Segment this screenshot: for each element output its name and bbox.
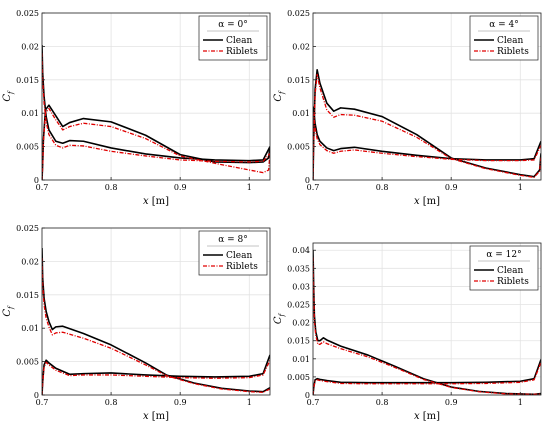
legend-label-clean: Clean <box>226 251 252 261</box>
legend-box <box>469 245 539 291</box>
y-tick-label: 0.025 <box>16 224 39 233</box>
panel-4: 0.7 0.8 0.9 1 0 0.005 0.01 0.015 0.02 0.025 0.03 0.… <box>273 242 542 422</box>
legend-label-clean: Clean <box>226 36 252 46</box>
y-tick-label: 0.02 <box>21 42 39 51</box>
x-tick-label: 1 <box>518 183 523 192</box>
y-tick-label: 0.01 <box>21 324 39 333</box>
y-tick-label: 0.01 <box>292 109 310 118</box>
y-tick-label: 0 <box>305 176 310 185</box>
axes-frame <box>312 12 542 181</box>
x-tick-label: 1 <box>518 398 523 407</box>
legend-label-riblets: Riblets <box>226 47 258 57</box>
legend-box <box>198 15 268 61</box>
y-tick-label: 0.04 <box>292 246 310 255</box>
y-tick-label: 0.025 <box>287 9 310 18</box>
legend-label-riblets: Riblets <box>226 262 258 272</box>
riblets-line-b <box>313 111 541 162</box>
riblets-line-a <box>313 73 541 180</box>
legend-label-clean: Clean <box>497 36 523 46</box>
x-tick-label: 0.8 <box>105 398 118 407</box>
y-tick-label: 0.015 <box>16 291 39 300</box>
legend-title: α = 0° <box>218 20 248 30</box>
legend-label-riblets: Riblets <box>497 47 529 57</box>
clean-line-a <box>42 248 270 393</box>
y-tick-label: 0 <box>305 391 310 400</box>
y-tick-label: 0.02 <box>292 42 310 51</box>
x-tick-label: 0.7 <box>36 398 49 407</box>
legend-label-clean: Clean <box>497 266 523 276</box>
y-tick-label: 0 <box>34 176 39 185</box>
legend-label-riblets: Riblets <box>497 277 529 287</box>
series-group <box>313 68 541 180</box>
clean-line-a <box>313 68 541 180</box>
y-tick-label: 0.015 <box>287 337 310 346</box>
y-tick-label: 0.02 <box>292 319 310 328</box>
x-tick-label: 0.8 <box>105 183 118 192</box>
legend-box <box>198 230 268 276</box>
x-tick-label: 0.8 <box>376 183 389 192</box>
y-tick-label: 0.025 <box>287 301 310 310</box>
legend-title: α = 4° <box>489 20 519 30</box>
clean-line-b <box>313 106 541 161</box>
series-group <box>313 250 541 395</box>
x-axis-label: x [m] <box>414 411 440 422</box>
y-axis-label: Cf <box>273 312 286 324</box>
y-tick-label: 0.01 <box>292 355 310 364</box>
x-tick-label: 0.9 <box>445 183 458 192</box>
y-axis-label: Cf <box>273 90 286 102</box>
legend-title: α = 8° <box>218 235 248 245</box>
x-tick-label: 0.7 <box>36 183 49 192</box>
x-tick-label: 0.7 <box>307 183 320 192</box>
x-tick-label: 0.9 <box>445 398 458 407</box>
x-tick-label: 0.7 <box>307 398 320 407</box>
x-axis-label: x [m] <box>414 196 440 207</box>
clean-line-b <box>313 359 541 395</box>
x-tick-label: 1 <box>247 183 252 192</box>
y-tick-label: 0.02 <box>21 257 39 266</box>
y-tick-label: 0.015 <box>287 76 310 85</box>
riblets-line-b <box>42 359 270 395</box>
riblets-line-b <box>313 362 541 395</box>
y-axis-label: Cf <box>2 90 15 102</box>
series-group <box>42 45 270 180</box>
axes-frame <box>312 242 542 396</box>
series-group <box>42 248 270 395</box>
y-tick-label: 0.025 <box>16 9 39 18</box>
clean-line-b <box>42 45 270 162</box>
x-tick-label: 0.9 <box>174 398 187 407</box>
y-tick-label: 0.01 <box>21 109 39 118</box>
x-axis-label: x [m] <box>143 196 169 207</box>
x-tick-label: 0.9 <box>174 183 187 192</box>
y-tick-label: 0 <box>34 391 39 400</box>
panel-3: 0.7 0.8 0.9 1 0 0.005 0.01 0.015 0.02 0.025 x [m] C… <box>2 224 271 422</box>
y-tick-label: 0.035 <box>287 264 310 273</box>
riblets-line-a <box>313 257 541 395</box>
legend-box <box>469 15 539 61</box>
x-tick-label: 1 <box>247 398 252 407</box>
clean-line-b <box>42 354 270 395</box>
panel-1: 0.7 0.8 0.9 1 0 0.005 0.01 0.015 0.02 0.025 x [m] C… <box>2 9 271 207</box>
y-tick-label: 0.005 <box>287 143 310 152</box>
axes-frame <box>41 227 271 396</box>
x-axis-label: x [m] <box>143 411 169 422</box>
riblets-line-a <box>42 258 270 393</box>
y-axis-label: Cf <box>2 305 15 317</box>
y-tick-label: 0.005 <box>16 358 39 367</box>
y-tick-label: 0.005 <box>287 373 310 382</box>
axes-frame <box>41 12 271 181</box>
legend-title: α = 12° <box>486 250 521 260</box>
y-tick-label: 0.03 <box>292 282 310 291</box>
y-tick-label: 0.015 <box>16 76 39 85</box>
riblets-line-a <box>42 107 270 180</box>
clean-line-a <box>42 104 270 180</box>
y-tick-label: 0.005 <box>16 143 39 152</box>
x-tick-label: 0.8 <box>376 398 389 407</box>
riblets-line-b <box>42 53 270 163</box>
panel-2: 0.7 0.8 0.9 1 0 0.005 0.01 0.015 0.02 0.025 x [m] C… <box>273 9 542 207</box>
